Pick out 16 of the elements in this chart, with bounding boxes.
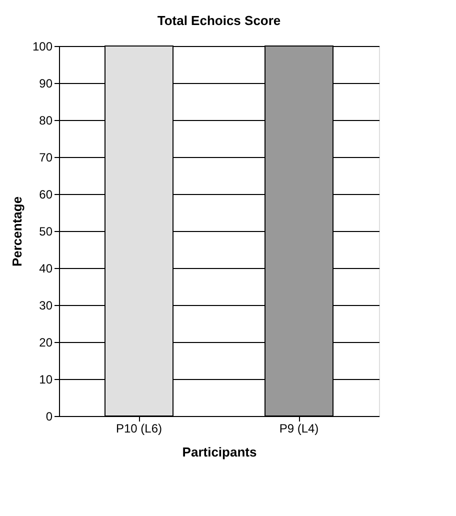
y-tick-label: 50	[39, 224, 53, 238]
y-tick-label: 20	[39, 336, 53, 350]
y-tick-label: 60	[39, 188, 53, 202]
x-tick-label: P9 (L4)	[279, 422, 319, 436]
y-tick-label: 10	[39, 372, 53, 386]
y-tick-label: 40	[39, 262, 53, 276]
y-tick-label: 70	[39, 150, 53, 164]
y-tick-label: 0	[46, 410, 53, 424]
chart-title: Total Echoics Score	[157, 13, 281, 28]
y-tick-label: 100	[32, 40, 53, 54]
y-axis-title: Percentage	[9, 196, 24, 267]
y-tick-label: 90	[39, 76, 53, 90]
x-tick-label: P10 (L6)	[116, 422, 162, 436]
y-tick-label: 30	[39, 298, 53, 312]
y-tick-label: 80	[39, 114, 53, 128]
x-axis-title: Participants	[182, 444, 257, 460]
